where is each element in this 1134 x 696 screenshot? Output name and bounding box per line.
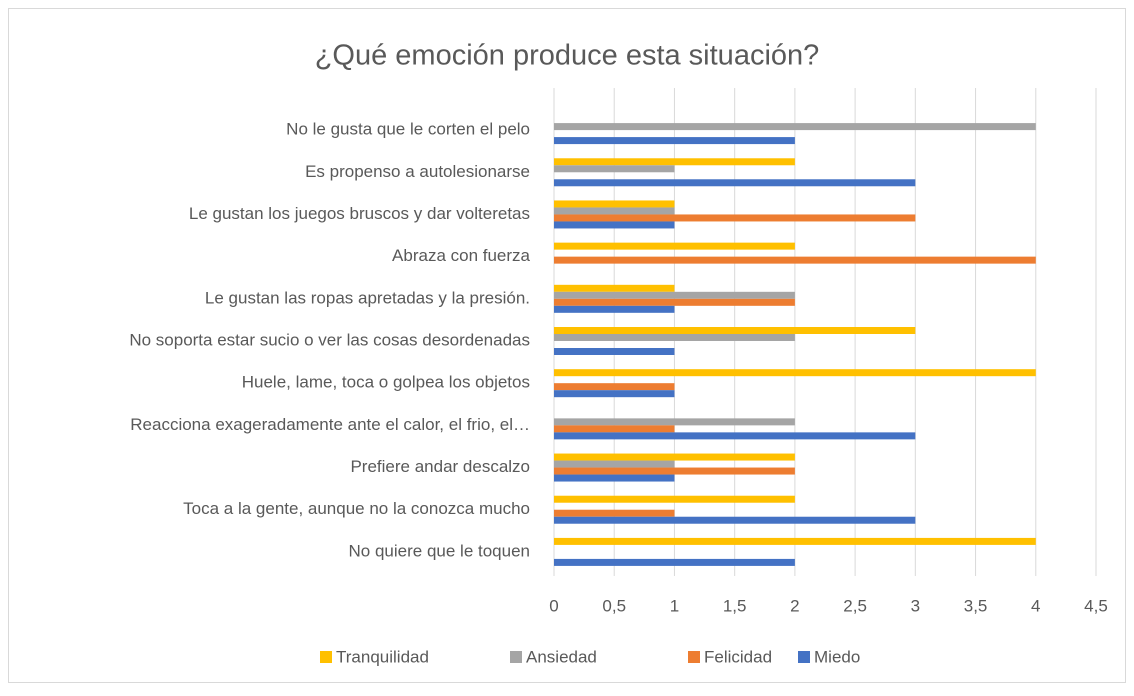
- bar: [554, 348, 675, 355]
- bar: [554, 207, 675, 215]
- x-tick-label: 1,5: [723, 596, 747, 615]
- y-tick-label: Huele, lame, toca o golpea los objetos: [242, 373, 530, 392]
- bar: [554, 158, 795, 166]
- bar: [554, 453, 795, 461]
- bar: [554, 305, 675, 313]
- legend-swatch: [510, 651, 522, 663]
- x-tick-label: 3,5: [964, 596, 988, 615]
- bar: [554, 369, 1036, 377]
- bar: [554, 460, 675, 468]
- bar: [554, 327, 916, 334]
- chart-title: ¿Qué emoción produce esta situación?: [315, 40, 820, 72]
- y-tick-label: No le gusta que le corten el pelo: [286, 120, 530, 139]
- x-tick-label: 0: [549, 596, 558, 615]
- y-tick-label: Prefiere andar descalzo: [350, 457, 530, 476]
- bar: [554, 200, 675, 208]
- bar: [554, 242, 795, 250]
- y-tick-label: Reacciona exageradamente ante el calor, …: [130, 415, 530, 434]
- bar: [554, 284, 675, 292]
- chart-border: [8, 8, 1126, 683]
- y-tick-label: No soporta estar sucio o ver las cosas d…: [129, 330, 530, 349]
- bar: [554, 425, 675, 433]
- bar: [554, 467, 795, 475]
- bar: [554, 432, 916, 440]
- bar: [554, 537, 1036, 545]
- bar: [554, 165, 675, 173]
- bar: [554, 221, 675, 229]
- legend-swatch: [688, 651, 700, 663]
- bar: [554, 516, 916, 524]
- y-tick-label: Es propenso a autolesionarse: [305, 162, 530, 181]
- x-tick-label: 2: [790, 596, 799, 615]
- legend-label: Tranquilidad: [336, 647, 429, 666]
- bar: [554, 123, 1036, 131]
- y-tick-label: Le gustan las ropas apretadas y la presi…: [205, 288, 530, 307]
- bar: [554, 214, 916, 222]
- bar: [554, 418, 795, 426]
- y-tick-label: Le gustan los juegos bruscos y dar volte…: [189, 204, 530, 223]
- bar: [554, 558, 795, 566]
- x-tick-label: 1: [670, 596, 679, 615]
- y-tick-label: Abraza con fuerza: [392, 246, 531, 265]
- legend-swatch: [798, 651, 810, 663]
- bar: [554, 495, 795, 503]
- y-tick-label: No quiere que le toquen: [349, 541, 530, 560]
- x-tick-label: 4,5: [1084, 596, 1108, 615]
- bar: [554, 334, 795, 341]
- legend-swatch: [320, 651, 332, 663]
- legend-label: Ansiedad: [526, 647, 597, 666]
- bar: [554, 509, 675, 517]
- bar: [554, 383, 675, 391]
- legend-label: Felicidad: [704, 647, 772, 666]
- y-tick-label: Toca a la gente, aunque no la conozca mu…: [183, 499, 530, 518]
- bar: [554, 291, 795, 299]
- legend-label: Miedo: [814, 647, 860, 666]
- bar: [554, 137, 795, 145]
- bar: [554, 474, 675, 482]
- bar: [554, 179, 916, 187]
- x-tick-label: 0,5: [602, 596, 626, 615]
- bar: [554, 390, 675, 398]
- x-tick-label: 4: [1031, 596, 1040, 615]
- x-tick-label: 3: [911, 596, 920, 615]
- bar: [554, 256, 1036, 264]
- bar: [554, 298, 795, 306]
- x-tick-label: 2,5: [843, 596, 867, 615]
